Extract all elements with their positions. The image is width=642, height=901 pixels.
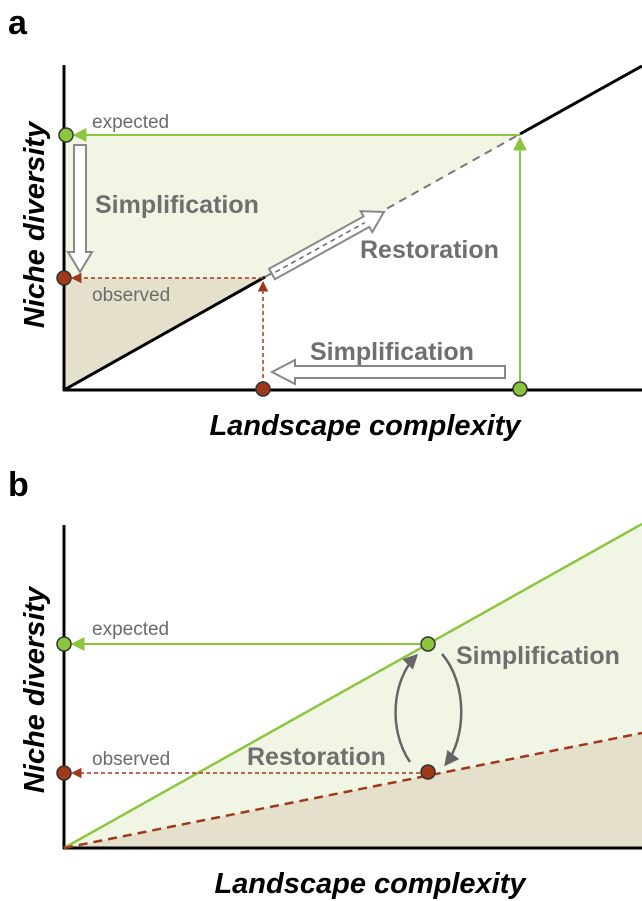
- observed-label: observed: [92, 285, 170, 306]
- observed-point: [56, 765, 72, 781]
- annotation: Restoration: [360, 236, 499, 264]
- observed-point: [255, 381, 271, 397]
- curved-arrow: [394, 653, 419, 763]
- expected-point: [58, 127, 74, 143]
- expected-area: [64, 135, 520, 278]
- curved-arrow: [441, 653, 463, 767]
- expected-label: expected: [92, 112, 169, 133]
- annotation: Restoration: [247, 743, 386, 771]
- observed-label: observed: [92, 749, 170, 770]
- x-axis-label: Landscape complexity: [209, 410, 522, 442]
- expected-line: [63, 522, 642, 850]
- hollow-arrow: [269, 358, 506, 386]
- annotation: Simplification: [95, 191, 259, 219]
- annotation: Simplification: [310, 338, 474, 366]
- hollow-arrow: [267, 210, 386, 281]
- panel-a: a expected observed Simplification Resto…: [8, 4, 642, 442]
- expected-point: [56, 636, 72, 652]
- expected-point: [512, 381, 528, 397]
- hollow-arrow: [66, 144, 94, 274]
- diagonal: [63, 275, 266, 392]
- expected-label: expected: [92, 619, 169, 640]
- y-axis-label: Niche diversity: [19, 585, 51, 793]
- expected-point: [420, 636, 436, 652]
- y-axis-label: Niche diversity: [19, 120, 51, 328]
- observed-point: [420, 764, 436, 780]
- observed-point: [56, 270, 72, 286]
- diagonal: [519, 64, 642, 136]
- observed-line: [63, 731, 642, 850]
- x-axis-label: Landscape complexity: [214, 868, 527, 900]
- panel-label: b: [8, 466, 29, 504]
- annotation: Simplification: [456, 642, 620, 670]
- panel-b: b expected observed Simplification Resto…: [8, 466, 642, 900]
- panel-label: a: [8, 4, 28, 42]
